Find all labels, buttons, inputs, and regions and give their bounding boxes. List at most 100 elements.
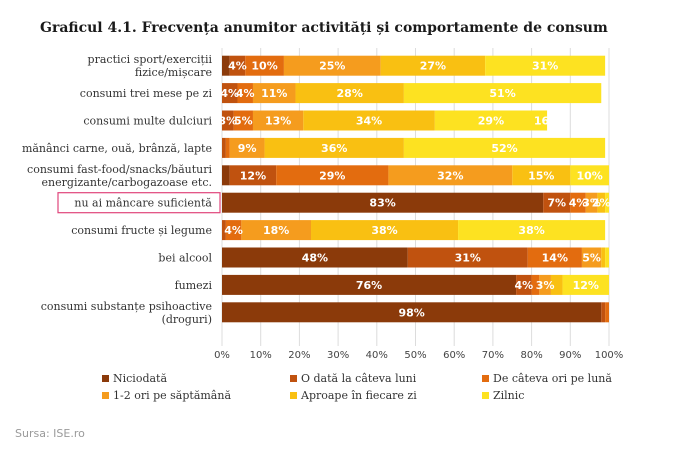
data-label: 2% (592, 197, 611, 210)
data-label: 4% (224, 224, 243, 237)
data-label: 16% (534, 115, 560, 128)
category-label: consumi multe dulciuri (83, 115, 212, 128)
bar-segment (225, 137, 230, 158)
bar-segment (550, 274, 563, 295)
data-label: 10% (251, 60, 277, 73)
bar-segment (605, 192, 609, 213)
x-tick-label: 0% (214, 350, 230, 361)
bar-segment (229, 165, 277, 186)
bar-segment (222, 274, 517, 295)
data-label: 25% (319, 60, 345, 73)
bar-segment (229, 137, 265, 158)
bar-segment (403, 137, 606, 158)
x-tick-label: 60% (443, 350, 465, 361)
data-label: 12% (240, 169, 266, 182)
data-label: 4% (228, 60, 247, 73)
bar-segment (241, 220, 312, 241)
legend-swatch (290, 375, 297, 382)
data-label: 3% (536, 279, 555, 292)
data-label: 36% (321, 142, 347, 155)
bar-segment (222, 110, 234, 131)
data-label: 7% (547, 197, 566, 210)
bar-segment (295, 83, 404, 104)
x-tick-label: 90% (559, 350, 581, 361)
bar-segment (512, 165, 571, 186)
x-tick-label: 80% (520, 350, 542, 361)
data-label: 38% (371, 224, 397, 237)
bar-segment (222, 55, 230, 76)
data-label: 29% (478, 115, 504, 128)
data-label: 76% (356, 279, 382, 292)
bar-segment (485, 55, 606, 76)
data-label: 38% (518, 224, 544, 237)
bar-segment (252, 110, 304, 131)
bar-segment (570, 192, 586, 213)
data-label: 4% (220, 87, 239, 100)
highlight-box (57, 192, 221, 214)
legend-label: O dată la câteva luni (301, 372, 417, 385)
bar-segment (303, 110, 435, 131)
category-label: consumi trei mese pe zi (80, 87, 213, 100)
bar-segment (527, 247, 582, 268)
x-tick-label: 40% (366, 350, 388, 361)
bar-segment (605, 302, 609, 323)
bar-segment (283, 55, 381, 76)
x-tick-label: 30% (327, 350, 349, 361)
data-label: 34% (356, 115, 382, 128)
source-note: Sursa: ISE.ro (15, 427, 85, 440)
category-label: consumi fructe și legume (71, 224, 212, 237)
legend-swatch (482, 375, 489, 382)
category-label: nu ai mâncare suficientă (74, 197, 212, 210)
data-label: 3% (218, 115, 237, 128)
bar-segment (539, 274, 551, 295)
data-label: 13% (265, 115, 291, 128)
bar-segment (543, 192, 571, 213)
bar-segment (311, 220, 459, 241)
category-label: mănânci carne, ouă, brânză, lapte (22, 142, 212, 155)
data-label: 52% (491, 142, 517, 155)
bar-segment (222, 165, 230, 186)
chart-title: Graficul 4.1. Frecvența anumitor activit… (40, 20, 608, 36)
category-label: bei alcool (158, 252, 212, 265)
data-label: 31% (455, 252, 481, 265)
bar-segment (388, 165, 513, 186)
x-tick-label: 10% (250, 350, 272, 361)
bar-segment (570, 165, 609, 186)
legend-swatch (102, 375, 109, 382)
data-label: 32% (437, 169, 463, 182)
x-tick-label: 50% (404, 350, 426, 361)
bar-segment (225, 220, 242, 241)
bar-segment (605, 247, 609, 268)
x-tick-label: 20% (288, 350, 310, 361)
x-tick-label: 100% (595, 350, 624, 361)
legend-label: Zilnic (493, 389, 524, 402)
bar-segment (252, 83, 296, 104)
bar-segment (516, 274, 532, 295)
category-label: consumi substanțe psihoactive (droguri) (41, 300, 212, 326)
bar-segment (222, 302, 602, 323)
bar-segment (380, 55, 486, 76)
data-label: 31% (532, 60, 558, 73)
data-label: 5% (582, 252, 601, 265)
data-label: 98% (398, 306, 424, 319)
x-tick-label: 70% (482, 350, 504, 361)
data-label: 10% (576, 169, 602, 182)
bar-segment (222, 137, 226, 158)
bar-segment (237, 83, 253, 104)
data-label: 11% (261, 87, 287, 100)
bar-segment (562, 274, 609, 295)
bar-segment (407, 247, 528, 268)
bar-segment (222, 220, 226, 241)
data-label: 5% (234, 115, 253, 128)
bar-segment (264, 137, 404, 158)
legend-label: Niciodată (113, 372, 167, 385)
data-label: 9% (238, 142, 257, 155)
data-label: 18% (263, 224, 289, 237)
data-label: 4% (515, 279, 534, 292)
bar-segment (458, 220, 606, 241)
legend-swatch (482, 392, 489, 399)
bar-segment (222, 83, 238, 104)
bar-segment (233, 110, 253, 131)
bar-segment (245, 55, 284, 76)
